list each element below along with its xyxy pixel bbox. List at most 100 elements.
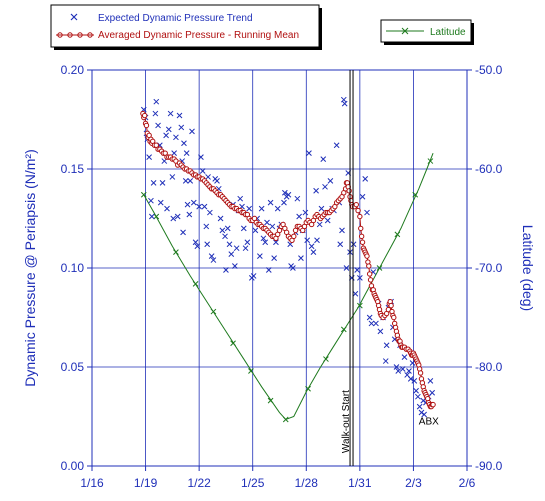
expected-point [181, 140, 187, 147]
y-axis-right-ticks: -90.0 -80.0 -70.0 -60.0 -50.0 [467, 63, 503, 473]
expected-point [429, 389, 436, 396]
x-tick-label: 1/28 [295, 476, 319, 490]
x-tick-label: 2/3 [405, 476, 422, 490]
expected-point [339, 227, 345, 234]
expected-point [290, 265, 296, 271]
expected-point [401, 354, 408, 360]
expected-point [155, 122, 161, 129]
expected-point [395, 368, 402, 374]
y-tick-label: 0.10 [61, 261, 85, 275]
latitude-marker [305, 385, 311, 392]
averaged-point [141, 112, 148, 119]
y-right-tick-label: -70.0 [475, 261, 503, 275]
expected-point [150, 180, 157, 186]
x-tick-label: 1/16 [80, 476, 104, 490]
expected-point [382, 358, 389, 364]
latitude-marker [323, 356, 329, 362]
expected-point [294, 195, 301, 202]
expected-point [233, 245, 240, 252]
y-right-tick-label: -90.0 [475, 459, 503, 473]
legend-averaged-label: Averaged Dynamic Pressure - Running Mean [98, 30, 299, 41]
legend-right: Latitude [380, 19, 474, 45]
legend-left: Expected Dynamic Pressure Trend Averaged… [50, 4, 322, 50]
latitude-marker [394, 231, 401, 238]
latitude-marker [340, 326, 347, 333]
expected-point [223, 267, 229, 273]
expected-point [250, 273, 257, 279]
averaged-point [430, 401, 436, 408]
expected-point [246, 205, 252, 212]
expected-point [258, 205, 265, 212]
legend-left-frame [50, 4, 320, 48]
averaged-point [359, 239, 366, 245]
expected-point [399, 366, 406, 372]
expected-point [228, 251, 235, 257]
expected-point [182, 178, 189, 184]
expected-point [192, 239, 199, 246]
expected-point [176, 112, 183, 119]
expected-point [296, 213, 302, 220]
expected-point [237, 195, 244, 202]
averaged-point [358, 225, 364, 232]
averaged-point [358, 233, 365, 240]
expected-series [140, 96, 436, 418]
latitude-line [143, 152, 434, 421]
y-axis-right-title: Latitude (deg) [520, 225, 536, 311]
averaged-point [353, 201, 359, 208]
latitude-marker [376, 265, 383, 271]
expected-point [152, 110, 159, 117]
expected-point [308, 243, 315, 250]
legend-right-shadow-bottom [384, 42, 474, 45]
expected-point [148, 213, 155, 220]
expected-point [178, 124, 185, 131]
legend-latitude-label: Latitude [430, 27, 466, 38]
latitude-marker [412, 191, 419, 198]
averaged-point [291, 233, 297, 240]
expected-point [359, 193, 366, 200]
x-tick-label: 1/22 [187, 476, 211, 490]
expected-point [341, 100, 348, 107]
expected-point [302, 209, 309, 216]
legend-averaged-swatch [56, 32, 94, 38]
expected-point [148, 197, 154, 204]
expected-point [204, 241, 211, 248]
expected-point [393, 364, 400, 370]
expected-point [208, 253, 215, 259]
x-tick-label: 1/31 [348, 476, 372, 490]
x-tick-label: 2/6 [459, 476, 476, 490]
abx-label: ABX [419, 416, 439, 427]
averaged-point [364, 253, 370, 259]
latitude-marker [357, 302, 363, 309]
latitude-marker [248, 368, 254, 374]
expected-point [260, 235, 267, 242]
expected-point [285, 191, 292, 198]
expected-point [201, 203, 208, 210]
walkout-start-label: Walk-out Start [341, 390, 352, 453]
expected-point [262, 239, 269, 246]
expected-point [383, 342, 390, 349]
expected-point [350, 241, 357, 248]
latitude-marker [230, 340, 236, 347]
expected-point [366, 314, 373, 321]
latitude-marker [173, 249, 179, 256]
expected-point [196, 203, 202, 210]
averaged-point [391, 314, 397, 321]
expected-point [164, 205, 170, 212]
averaged-point [143, 122, 150, 129]
expected-point [180, 229, 186, 236]
expected-point [190, 199, 197, 206]
expected-point [373, 320, 379, 327]
expected-point [198, 154, 204, 160]
expected-point [242, 245, 249, 252]
x-tick-label: 1/19 [134, 476, 158, 490]
averaged-point [366, 263, 372, 269]
expected-point [409, 360, 416, 366]
expected-point [314, 237, 320, 244]
expected-point [173, 134, 179, 141]
expected-point [232, 263, 238, 269]
expected-point [199, 168, 206, 174]
expected-point [240, 225, 247, 232]
expected-point [416, 403, 423, 410]
expected-point [165, 126, 172, 133]
